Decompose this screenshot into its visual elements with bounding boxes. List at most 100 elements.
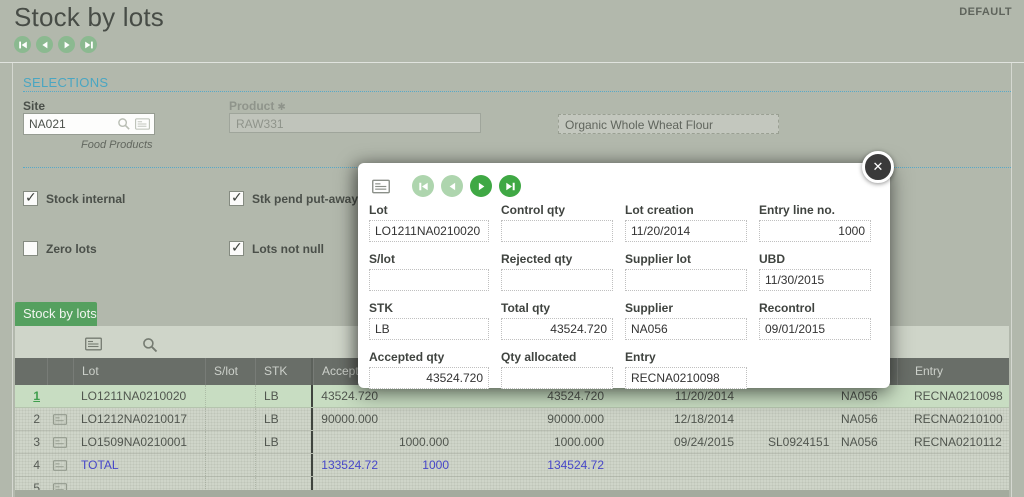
cell-slot[interactable] xyxy=(205,385,255,407)
first-record-icon[interactable] xyxy=(14,36,31,53)
site-input[interactable]: NA021 xyxy=(23,113,155,135)
grid-detail-icon[interactable] xyxy=(85,337,102,353)
table-total-row[interactable]: 4 TOTAL 133524.72 1000 134524.72 xyxy=(15,454,1009,477)
field-label: Entry line no. xyxy=(759,203,836,217)
row-number[interactable]: 3 xyxy=(33,435,40,449)
content-area: SELECTIONS Site NA021 Food Products Prod… xyxy=(12,63,1012,497)
grid-search-icon[interactable] xyxy=(142,337,158,353)
col-header-slot[interactable]: S/lot xyxy=(205,358,255,385)
row-detail-icon[interactable] xyxy=(47,408,73,430)
cell-supplier[interactable]: NA056 xyxy=(841,412,878,426)
checkbox-box[interactable] xyxy=(229,189,244,206)
context-badge: DEFAULT xyxy=(959,6,1012,18)
close-icon[interactable]: ✕ xyxy=(862,151,894,183)
col-header-lot[interactable]: Lot xyxy=(73,358,205,385)
cell-stk[interactable]: LB xyxy=(255,385,311,407)
field-label: Lot creation xyxy=(625,203,694,217)
cell-total[interactable]: 43524.720 xyxy=(547,389,604,403)
cell-supplier-lot[interactable]: SL0924151 xyxy=(768,435,830,449)
row-number[interactable]: 5 xyxy=(33,481,40,495)
product-label: Product ✱ xyxy=(229,99,286,113)
cell-control[interactable] xyxy=(381,408,453,430)
cell-accepted[interactable]: 133524.72 xyxy=(321,458,378,472)
cell-lot[interactable]: LO1212NA0210017 xyxy=(81,412,188,426)
row-number[interactable]: 1 xyxy=(33,389,40,403)
checkbox-box[interactable] xyxy=(23,189,38,206)
cell-stk[interactable]: LB xyxy=(255,408,311,430)
col-header-stk[interactable]: STK xyxy=(255,358,311,385)
cell-slot[interactable] xyxy=(205,454,255,476)
selections-section-title: SELECTIONS xyxy=(23,75,109,90)
field-recontrol: Recontrol 09/01/2015 xyxy=(759,301,871,340)
checkbox-stock-internal[interactable]: Stock internal xyxy=(23,189,125,206)
cell-slot[interactable] xyxy=(205,431,255,453)
cell-total[interactable]: 134524.72 xyxy=(547,458,604,472)
cell-slot[interactable] xyxy=(205,477,255,497)
cell-accepted[interactable]: 43524.720 xyxy=(321,389,378,403)
row-detail-icon[interactable] xyxy=(47,431,73,453)
tab-stock-by-lots[interactable]: Stock by lots xyxy=(15,302,97,326)
cell-supplier[interactable]: NA056 xyxy=(841,435,878,449)
field-value: 09/01/2015 xyxy=(759,318,871,340)
dialog-last-record-icon[interactable] xyxy=(499,175,521,197)
field-value: RECNA0210098 xyxy=(625,367,747,389)
row-number[interactable]: 4 xyxy=(33,458,40,472)
cell-total[interactable]: 1000.000 xyxy=(553,435,604,449)
row-number[interactable]: 2 xyxy=(33,412,40,426)
cell-entry[interactable]: RECNA0210100 xyxy=(914,412,1003,426)
cell-lot[interactable]: TOTAL xyxy=(81,458,119,472)
cell-creation[interactable]: 12/18/2014 xyxy=(673,412,734,426)
cell-entry[interactable] xyxy=(897,454,1009,476)
cell-total[interactable]: 90000.000 xyxy=(547,412,604,426)
cell-lot[interactable]: LO1509NA0210001 xyxy=(81,435,188,449)
field-label: Control qty xyxy=(501,203,565,217)
field-label: STK xyxy=(369,301,393,315)
checkbox-zero-lots[interactable]: Zero lots xyxy=(23,241,97,256)
record-navigation xyxy=(14,36,97,53)
cell-entry[interactable]: RECNA0210098 xyxy=(914,389,1003,403)
cell-control[interactable]: 1000.000 xyxy=(398,435,449,449)
field-value xyxy=(501,367,613,389)
next-record-icon[interactable] xyxy=(58,36,75,53)
cell-supplier[interactable] xyxy=(833,454,897,476)
row-detail-cell[interactable] xyxy=(47,385,73,407)
cell-stk[interactable]: LB xyxy=(255,431,311,453)
cell-control[interactable]: 1000 xyxy=(422,458,449,472)
cell-supplier-lot[interactable] xyxy=(741,454,833,476)
cell-lot[interactable]: LO1211NA0210020 xyxy=(81,389,187,403)
cell-accepted[interactable]: 90000.000 xyxy=(321,412,378,426)
field-label: S/lot xyxy=(369,252,395,266)
checkbox-stk-pend-put-away[interactable]: Stk pend put-away xyxy=(229,189,358,206)
cell-creation[interactable]: 11/20/2014 xyxy=(674,389,734,403)
row-detail-icon[interactable] xyxy=(47,454,73,476)
checkbox-box[interactable] xyxy=(23,241,38,256)
col-header-entry[interactable]: Entry xyxy=(897,358,1009,385)
table-row[interactable]: 3 LO1509NA0210001 LB 1000.000 1000.000 0… xyxy=(15,431,1009,454)
previous-record-icon[interactable] xyxy=(36,36,53,53)
cell-supplier[interactable]: NA056 xyxy=(841,389,878,403)
dialog-next-record-icon[interactable] xyxy=(470,175,492,197)
cell-creation[interactable] xyxy=(607,454,741,476)
dialog-detail-icon[interactable] xyxy=(372,179,390,194)
cell-slot[interactable] xyxy=(205,408,255,430)
cell-entry[interactable]: RECNA0210112 xyxy=(914,435,1002,449)
checkbox-lots-not-null[interactable]: Lots not null xyxy=(229,239,324,256)
cell-stk[interactable] xyxy=(255,454,311,476)
checkbox-box[interactable] xyxy=(229,239,244,256)
stock-grid-panel: Lot S/lot STK Accepted qty Control qty T… xyxy=(15,326,1009,497)
product-description-field: Organic Whole Wheat Flour xyxy=(558,114,779,134)
cell-stk[interactable] xyxy=(255,477,311,497)
cell-supplier-lot[interactable] xyxy=(741,408,833,430)
last-record-icon[interactable] xyxy=(80,36,97,53)
cell-creation[interactable]: 09/24/2015 xyxy=(673,435,734,449)
horizontal-scrollbar[interactable] xyxy=(15,490,1009,497)
lookup-list-icon[interactable] xyxy=(135,118,150,130)
field-slot: S/lot xyxy=(369,252,489,291)
frozen-column-divider xyxy=(311,454,313,476)
table-row[interactable]: 1 LO1211NA0210020 LB 43524.720 43524.720… xyxy=(15,385,1009,408)
site-value[interactable]: NA021 xyxy=(29,117,66,131)
grid-toolbar xyxy=(85,337,158,353)
lookup-search-icon[interactable] xyxy=(117,117,131,131)
cell-accepted[interactable] xyxy=(313,431,381,453)
table-row[interactable]: 2 LO1212NA0210017 LB 90000.000 90000.000… xyxy=(15,408,1009,431)
